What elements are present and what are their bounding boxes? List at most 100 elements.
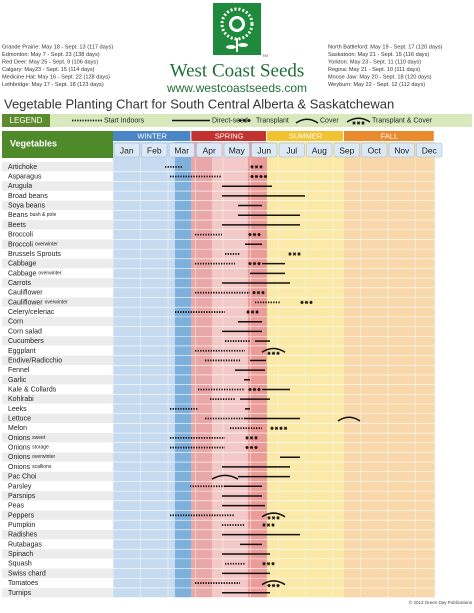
transplant-star: [261, 290, 265, 295]
transplant-star: [266, 523, 271, 527]
month-cell: [306, 142, 333, 158]
transplant-star: [352, 121, 356, 125]
frost-date: Saskatoon: May 21 - Sept. 15 (116 days): [328, 52, 429, 58]
vegetable-name: Carrots: [8, 280, 31, 287]
vegetable-name: Brussels Sprouts: [8, 251, 61, 258]
row-label-bg: [2, 297, 113, 308]
transplant-star: [276, 351, 280, 356]
star-stroke: [276, 583, 280, 588]
cover-mark: [211, 474, 239, 480]
star-stroke: [246, 310, 250, 314]
month-label: Nov: [394, 145, 410, 155]
transplant-star: [250, 165, 254, 169]
vegetable-label: Onions: [8, 454, 31, 461]
vegetable-note: sweet: [32, 435, 46, 441]
transplant-star: [271, 561, 275, 566]
season-column: [191, 142, 212, 598]
transplant-star: [254, 174, 259, 179]
row-label-bg: [2, 510, 113, 521]
cover-mark: [295, 118, 319, 124]
transplant-star: [257, 387, 261, 392]
month-label: Jul: [286, 145, 297, 155]
star-stroke: [271, 523, 275, 527]
star-stroke: [250, 436, 253, 440]
month-label: Sep: [339, 145, 354, 155]
season-column: [344, 142, 435, 598]
row-label-bg: [2, 355, 113, 366]
star-stroke: [238, 118, 242, 123]
vegetable-label: Eggplant: [8, 348, 36, 355]
row-label-bg: [2, 287, 113, 298]
star-stroke: [272, 583, 275, 588]
frost-date: Weyburn: May 22 - Sept. 12 (112 days): [328, 82, 425, 88]
vegetable-name: Corn salad: [8, 328, 42, 335]
vegetable-name: Broccoli: [8, 231, 33, 238]
vegetable-label: Kohlrabi: [8, 396, 34, 403]
season-label: SUMMER: [289, 131, 323, 140]
vegetable-name: Parsnips: [8, 493, 36, 500]
row-label-bg: [2, 462, 113, 472]
vegetable-label: Beets: [8, 222, 26, 229]
transplant-star: [267, 516, 271, 520]
vegetable-name: Onions sweet: [8, 435, 46, 442]
star-stroke: [275, 426, 278, 430]
vegetable-name: Cauliflower: [8, 290, 43, 297]
frost-date: Yorkton: May 23 - Sept. 11 (110 days): [328, 59, 421, 65]
star-stroke: [305, 300, 308, 305]
star-stroke: [253, 261, 256, 266]
transplant-star: [274, 426, 279, 430]
transplant-star: [238, 118, 242, 123]
vegetable-label: Radishes: [8, 532, 38, 539]
vegetable-label: Endive/Radicchio: [8, 357, 62, 364]
vegetable-label: Kale & Collards: [8, 386, 57, 393]
month-cell: [168, 142, 195, 158]
vegetable-name: Soya beans: [8, 202, 45, 209]
vegetable-label: Carrots: [8, 280, 31, 287]
star-stroke: [255, 165, 258, 169]
star-stroke: [257, 290, 260, 295]
row-label-bg: [2, 268, 113, 279]
vegetables-header-box: [2, 131, 113, 158]
star-stroke: [297, 252, 301, 256]
vegetable-name: Rutabagas: [8, 541, 42, 548]
vegetable-label: Tomatoes: [8, 580, 39, 587]
month-cell: [416, 142, 443, 158]
star-stroke: [257, 387, 261, 392]
row-label-bg: [2, 365, 113, 375]
vegetable-name: Parsley: [8, 483, 32, 490]
season-label: FALL: [381, 131, 399, 140]
month-label: Apr: [203, 145, 216, 155]
star-stroke: [248, 261, 252, 266]
star-stroke: [272, 516, 275, 520]
frost-date: Regina: May 21 - Sept. 10 (111 days): [328, 67, 420, 73]
row-label-bg: [2, 258, 113, 269]
transplant-star: [276, 516, 280, 520]
star-stroke: [264, 174, 267, 179]
star-stroke: [248, 232, 252, 237]
star-stroke: [248, 387, 252, 392]
vegetable-label: Onions: [8, 435, 31, 442]
transplant-star: [245, 445, 249, 450]
vegetable-label: Turnips: [8, 590, 32, 597]
row-label-bg: [2, 345, 113, 356]
transplant-star: [262, 523, 266, 527]
star-stroke: [267, 516, 271, 520]
transplant-star: [304, 300, 309, 305]
vegetable-name: Artichoke: [8, 164, 37, 171]
transplant-star: [267, 583, 271, 588]
transplant-star: [270, 426, 274, 430]
transplant-star: [249, 436, 254, 440]
star-stroke: [276, 351, 280, 356]
star-stroke: [272, 351, 275, 356]
vegetable-name: Broad beans: [8, 193, 48, 200]
row-label-bg: [2, 229, 113, 240]
row-label-bg: [2, 529, 113, 540]
month-label: Jan: [120, 145, 134, 155]
transplant-star: [288, 252, 292, 256]
star-stroke: [255, 174, 258, 179]
vegetable-note: scallions: [32, 464, 52, 470]
transplant-star: [256, 290, 261, 295]
vegetable-label: Broccoli: [8, 231, 33, 238]
vegetable-label: Pac Choi: [8, 473, 37, 480]
